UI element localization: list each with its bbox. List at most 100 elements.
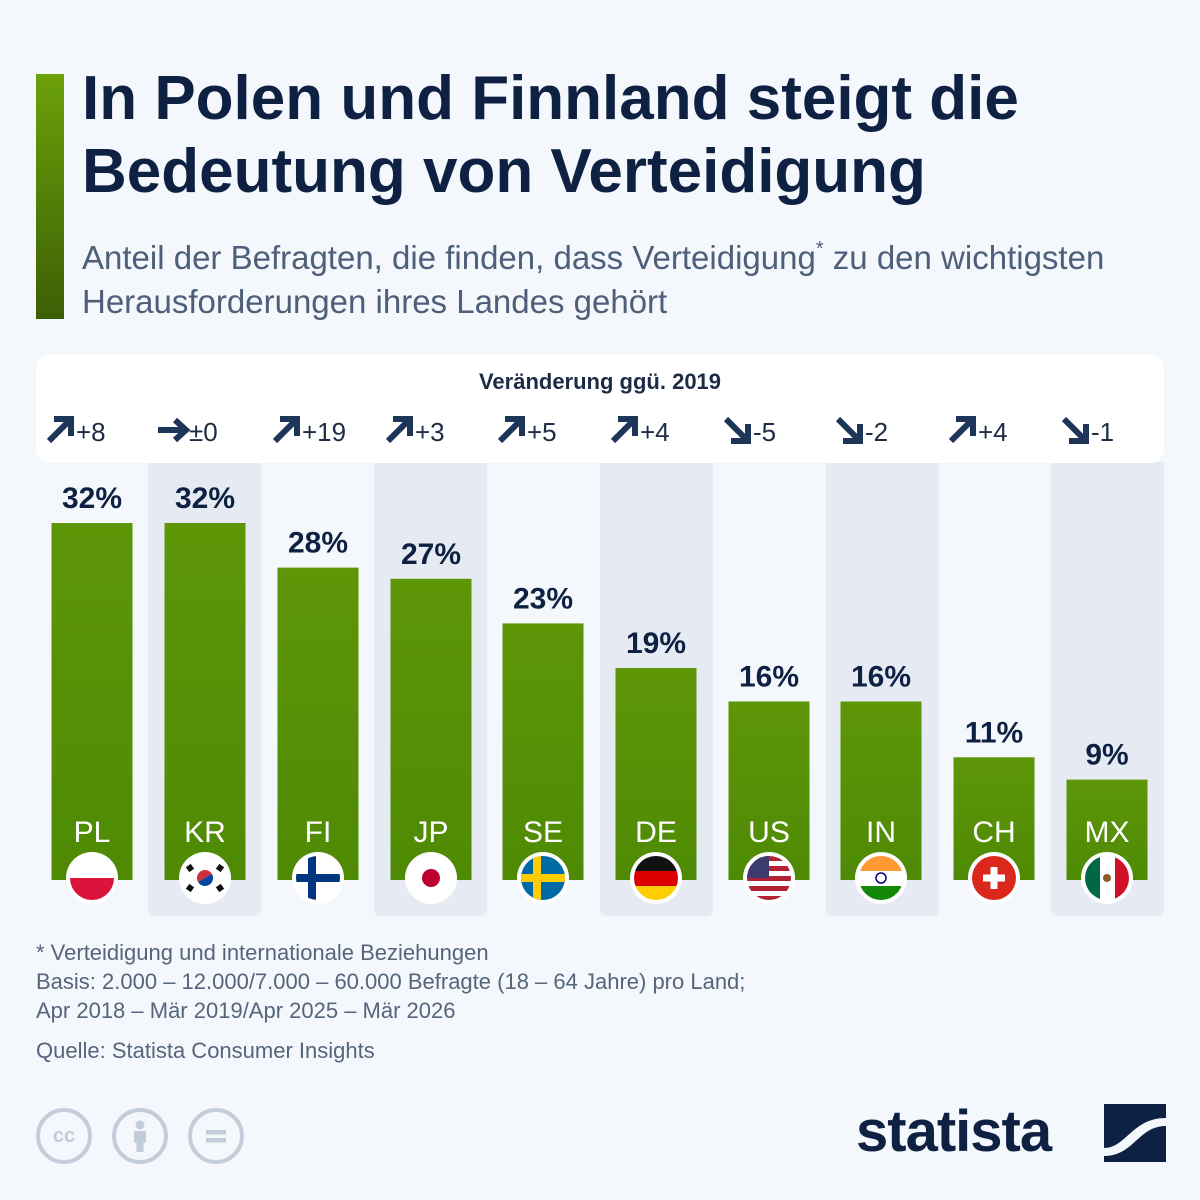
arrow-shaft: [1061, 416, 1086, 441]
arrow-shaft: [385, 419, 410, 444]
nd-icon[interactable]: [188, 1108, 244, 1164]
change-label: +4: [978, 417, 1008, 447]
arrow-up-right-icon: [610, 416, 638, 444]
arrow-head: [1069, 424, 1089, 444]
flag-us-icon: [743, 852, 795, 904]
change-label: -2: [865, 417, 888, 447]
arrow-shaft: [610, 419, 635, 444]
bar-value-label: 11%: [965, 716, 1023, 749]
flag-part: [747, 886, 791, 891]
arrow-shaft: [497, 419, 522, 444]
flag-part: [1085, 856, 1100, 900]
flag-art: [859, 856, 903, 900]
change-label: ±0: [189, 417, 218, 447]
arrow-down-right-icon: [835, 416, 863, 444]
flag-part: [185, 863, 195, 873]
bar: [390, 578, 472, 880]
arrow-head: [393, 416, 413, 436]
flag-de-icon: [630, 852, 682, 904]
arrow-up-right-icon: [385, 416, 413, 444]
flag-jp-icon: [405, 852, 457, 904]
page-subtitle: Anteil der Befragten, die finden, dass V…: [82, 236, 1182, 324]
flag-part: [859, 886, 903, 900]
flag-part: [198, 874, 213, 886]
arrow-shaft: [723, 416, 748, 441]
bar-category-label: FI: [305, 816, 332, 849]
bar-category-label: PL: [74, 816, 111, 849]
flag-part: [747, 876, 791, 881]
subtitle-footnote-mark: *: [815, 238, 824, 260]
change-panel-title: Veränderung ggü. 2019: [478, 369, 722, 394]
change-label: -5: [753, 417, 776, 447]
arrow-up-right-icon: [272, 416, 300, 444]
arrow-down-right-icon: [1061, 416, 1089, 444]
change-label: +4: [640, 417, 670, 447]
flag-part: [185, 883, 195, 893]
flag-part: [1103, 874, 1111, 882]
bar-category-label: IN: [866, 816, 896, 849]
arrow-head: [618, 416, 638, 436]
flag-part: [296, 874, 340, 882]
arrow-right-icon: [158, 417, 191, 443]
bar-value-label: 16%: [739, 661, 799, 694]
statista-logo-icon: [1104, 1104, 1166, 1162]
arrow-head: [731, 424, 751, 444]
change-label: +19: [302, 417, 346, 447]
flag-part: [1115, 856, 1129, 900]
bar: [502, 623, 584, 880]
bar-category-label: US: [748, 816, 790, 849]
change-label: +3: [415, 417, 445, 447]
bar: [277, 567, 359, 880]
flag-ch-icon: [968, 852, 1020, 904]
flag-art: [634, 856, 678, 900]
arrow-head: [54, 416, 74, 436]
cc-icon[interactable]: cc: [36, 1108, 92, 1164]
change-label: +5: [527, 417, 557, 447]
footnote-basis: Basis: 2.000 – 12.000/7.000 – 60.000 Bef…: [36, 969, 746, 994]
brand-wordmark[interactable]: statista: [856, 1099, 1052, 1164]
bar-value-label: 27%: [401, 538, 461, 571]
flag-part: [859, 856, 903, 871]
flag-part: [215, 863, 225, 873]
change-label: -1: [1091, 417, 1114, 447]
flag-fi-icon: [292, 852, 344, 904]
bar: [840, 701, 922, 880]
bar-category-label: SE: [523, 816, 563, 849]
flag-part: [533, 856, 541, 900]
source-text: Quelle: Statista Consumer Insights: [36, 1038, 375, 1063]
arrow-shaft: [835, 416, 860, 441]
footnote-note: * Verteidigung und internationale Bezieh…: [36, 940, 489, 965]
flag-in-icon: [855, 852, 907, 904]
arrow-shaft: [948, 419, 973, 444]
flag-kr-icon: [179, 852, 231, 904]
arrow-head: [172, 417, 191, 443]
bar-value-label: 23%: [513, 582, 573, 615]
flag-part: [197, 870, 212, 882]
bar: [728, 701, 810, 880]
arrow-up-right-icon: [497, 416, 525, 444]
bar-value-label: 32%: [62, 482, 122, 515]
arrow-down-right-icon: [723, 416, 751, 444]
flag-art: [296, 856, 340, 900]
arrow-up-right-icon: [46, 416, 74, 444]
flag-pl-icon: [66, 852, 118, 904]
flag-art: [409, 856, 453, 900]
bar-category-label: JP: [413, 816, 448, 849]
footnote: * Verteidigung und internationale Bezieh…: [36, 938, 745, 1025]
title-accent-bar: [36, 74, 64, 319]
flag-part: [634, 886, 678, 900]
by-icon[interactable]: [112, 1108, 168, 1164]
flag-part: [747, 891, 791, 896]
flag-mx-icon: [1081, 852, 1133, 904]
change-label: +8: [76, 417, 106, 447]
bar-category-label: MX: [1085, 816, 1130, 849]
page-title: In Polen und Finnland steigt die Bedeutu…: [82, 64, 1019, 206]
flag-part: [70, 856, 114, 878]
bar-category-label: KR: [184, 816, 226, 849]
arrow-head: [505, 416, 525, 436]
flag-art: [1085, 856, 1129, 900]
flag-art: [183, 856, 227, 900]
arrow-up-right-icon: [948, 416, 976, 444]
bar-value-label: 16%: [851, 661, 911, 694]
